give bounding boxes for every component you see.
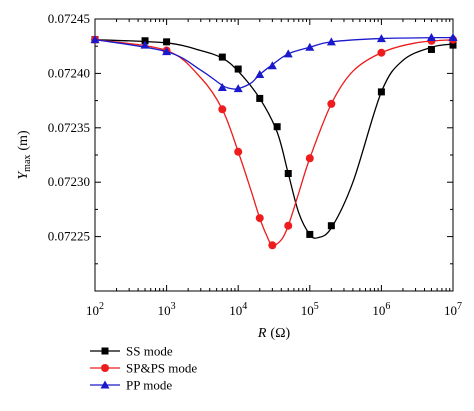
data-point-pp-mode bbox=[326, 37, 336, 46]
data-point-pp-mode bbox=[267, 61, 277, 70]
y-axis-ticks: 0.07225 0.07230 0.07235 0.07240 0.07245 bbox=[48, 11, 453, 265]
legend: SS mode SP&PS mode PP mode bbox=[90, 344, 197, 393]
data-point-pp-mode bbox=[255, 69, 265, 78]
x-tick-label-base: 10 bbox=[444, 303, 457, 318]
x-tick-label-exponent: 5 bbox=[314, 301, 319, 312]
x-axis-title: R (Ω) bbox=[257, 326, 291, 341]
data-point-pp-mode bbox=[305, 42, 315, 51]
data-point-pp-mode bbox=[217, 83, 227, 92]
y-axis-title-main: Y bbox=[16, 170, 31, 180]
x-tick-label-base: 10 bbox=[229, 303, 242, 318]
series-line-sp-ps-mode bbox=[94, 39, 454, 247]
data-point-ss-mode bbox=[163, 38, 171, 46]
data-point-sp-ps-mode bbox=[268, 241, 277, 250]
legend-label: PP mode bbox=[126, 378, 172, 393]
y-axis-title-unit: (m) bbox=[16, 130, 31, 151]
y-tick-label: 0.07230 bbox=[48, 174, 90, 189]
legend-label: SP&PS mode bbox=[126, 361, 197, 376]
legend-item-pp-mode: PP mode bbox=[90, 378, 172, 393]
data-point-ss-mode bbox=[427, 45, 435, 53]
legend-item-sp-ps-mode: SP&PS mode bbox=[90, 361, 197, 376]
x-tick-label-base: 10 bbox=[301, 303, 314, 318]
data-point-sp-ps-mode bbox=[305, 154, 314, 163]
x-tick-label: 106 bbox=[372, 301, 390, 318]
data-point-pp-mode bbox=[283, 49, 293, 58]
x-tick-label: 105 bbox=[301, 301, 319, 318]
data-point-ss-mode bbox=[377, 88, 385, 96]
data-point-pp-mode bbox=[90, 35, 100, 44]
data-point-pp-mode bbox=[376, 34, 386, 43]
data-point-sp-ps-mode bbox=[377, 48, 386, 57]
data-point-ss-mode bbox=[284, 169, 292, 177]
legend-label: SS mode bbox=[126, 344, 173, 359]
y-tick-label: 0.07245 bbox=[48, 11, 90, 26]
data-point-sp-ps-mode bbox=[255, 214, 264, 223]
data-point-sp-ps-mode bbox=[234, 147, 243, 156]
data-point-sp-ps-mode bbox=[284, 221, 293, 230]
data-point-ss-mode bbox=[273, 123, 281, 131]
x-tick-label-exponent: 2 bbox=[99, 301, 104, 312]
data-point-pp-mode bbox=[426, 32, 436, 41]
data-point-pp-mode bbox=[140, 40, 150, 49]
x-axis-title-unit: (Ω) bbox=[270, 326, 290, 341]
data-point-sp-ps-mode bbox=[327, 99, 336, 108]
data-point-ss-mode bbox=[234, 65, 242, 73]
x-axis-ticks: 102 103 104 105 106 107 bbox=[86, 19, 462, 318]
legend-item-ss-mode: SS mode bbox=[90, 344, 173, 359]
data-point-pp-mode bbox=[233, 84, 243, 93]
x-tick-label: 107 bbox=[444, 301, 462, 318]
legend-marker bbox=[101, 364, 109, 372]
x-tick-label-exponent: 7 bbox=[457, 301, 462, 312]
x-tick-label-exponent: 4 bbox=[242, 301, 247, 312]
plot-area bbox=[94, 18, 454, 292]
data-point-ss-mode bbox=[449, 41, 457, 49]
data-point-ss-mode bbox=[256, 94, 264, 102]
series-layer bbox=[90, 32, 458, 250]
data-point-pp-mode bbox=[448, 32, 458, 41]
x-axis-title-main: R bbox=[257, 326, 267, 341]
x-tick-label-base: 10 bbox=[86, 303, 99, 318]
series-line-ss-mode bbox=[94, 39, 454, 239]
x-tick-label-exponent: 6 bbox=[385, 301, 390, 312]
y-axis-title: Ymax (m) bbox=[16, 130, 33, 180]
data-point-ss-mode bbox=[218, 53, 226, 61]
y-axis-title-sub: max bbox=[22, 155, 33, 172]
data-point-ss-mode bbox=[306, 230, 314, 238]
y-tick-label: 0.07240 bbox=[48, 65, 90, 80]
data-point-ss-mode bbox=[327, 222, 335, 230]
x-tick-label: 104 bbox=[229, 301, 247, 318]
x-tick-label-base: 10 bbox=[372, 303, 385, 318]
legend-marker bbox=[101, 347, 109, 355]
series-pp-mode bbox=[90, 32, 458, 93]
plot-frame bbox=[94, 18, 454, 292]
data-point-sp-ps-mode bbox=[218, 105, 227, 114]
x-tick-label: 102 bbox=[86, 301, 104, 318]
legend-marker bbox=[100, 380, 110, 389]
x-tick-label: 103 bbox=[158, 301, 176, 318]
y-tick-label: 0.07225 bbox=[48, 229, 90, 244]
x-tick-label-exponent: 3 bbox=[171, 301, 176, 312]
series-sp-ps-mode bbox=[91, 35, 457, 250]
data-point-pp-mode bbox=[162, 47, 172, 56]
y-tick-label: 0.07235 bbox=[48, 120, 90, 135]
x-tick-label-base: 10 bbox=[158, 303, 171, 318]
